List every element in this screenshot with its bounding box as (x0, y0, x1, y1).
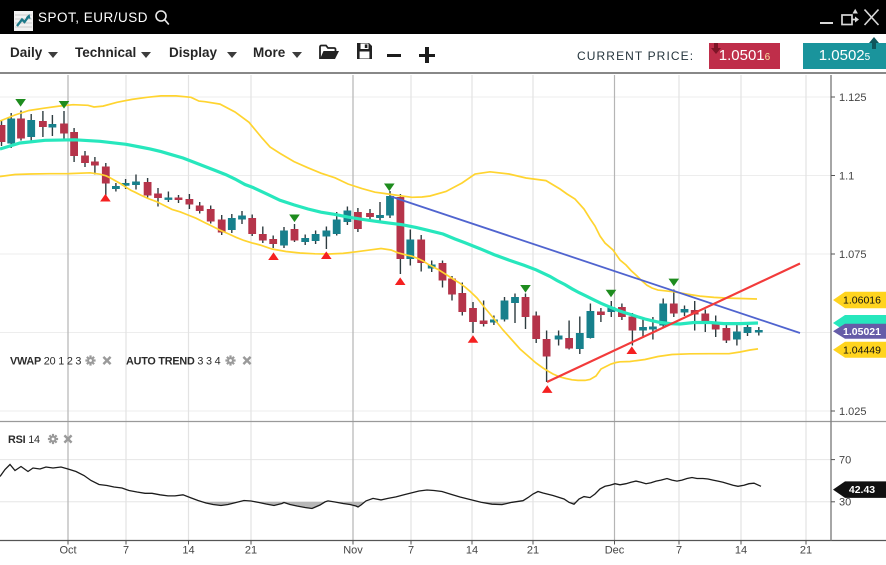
svg-text:Dec: Dec (605, 545, 625, 557)
svg-text:21: 21 (800, 545, 812, 557)
svg-text:1.125: 1.125 (839, 92, 867, 104)
svg-text:1.025: 1.025 (839, 406, 867, 418)
svg-text:30: 30 (839, 497, 851, 509)
svg-text:7: 7 (123, 545, 129, 557)
svg-text:7: 7 (408, 545, 414, 557)
svg-text:1.06016: 1.06016 (843, 295, 881, 307)
svg-text:AUTO TREND 3 3 4: AUTO TREND 3 3 4 (126, 356, 221, 368)
svg-text:1.04449: 1.04449 (843, 344, 881, 356)
svg-text:70: 70 (839, 454, 851, 466)
svg-text:1.075: 1.075 (839, 249, 867, 261)
svg-text:1.1: 1.1 (839, 170, 854, 182)
svg-text:VWAP 20 1 2 3: VWAP 20 1 2 3 (10, 356, 81, 368)
svg-text:21: 21 (527, 545, 539, 557)
svg-text:14: 14 (182, 545, 194, 557)
svg-text:14: 14 (466, 545, 478, 557)
svg-text:42.43: 42.43 (849, 484, 875, 496)
svg-text:RSI 14: RSI 14 (8, 434, 40, 446)
svg-text:14: 14 (735, 545, 747, 557)
svg-text:21: 21 (245, 545, 257, 557)
svg-text:Oct: Oct (59, 545, 76, 557)
svg-text:Nov: Nov (343, 545, 363, 557)
svg-text:7: 7 (676, 545, 682, 557)
svg-text:1.05021: 1.05021 (843, 326, 881, 338)
